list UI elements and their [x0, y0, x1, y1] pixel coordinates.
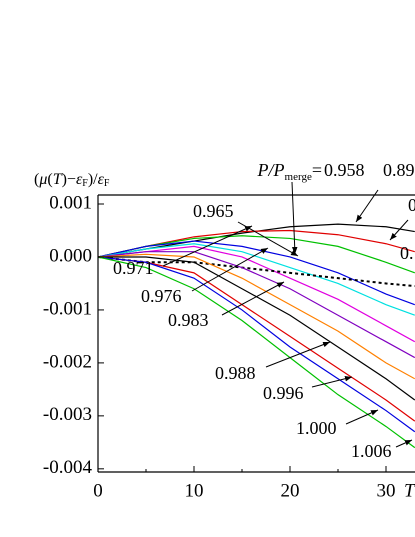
y-tick-label: 0.001 — [49, 192, 92, 213]
series-label: 0.988 — [215, 363, 256, 383]
y-axis-label-part: ε — [76, 171, 83, 188]
series-line — [98, 243, 415, 316]
y-tick-label: -0.003 — [43, 404, 92, 425]
y-axis-label-part: ε — [98, 171, 105, 188]
series-label: 0.976 — [141, 286, 182, 306]
y-axis-label-part: F — [82, 178, 88, 189]
annotation-arrow — [389, 219, 409, 241]
series-label: 1.006 — [351, 441, 392, 461]
annotation-part: = — [312, 160, 322, 180]
series-line — [98, 255, 415, 288]
series-label: 0.971 — [113, 258, 154, 278]
annotation-arrow — [265, 341, 331, 368]
series-label: 0.89 — [383, 160, 415, 180]
series-line — [98, 256, 415, 449]
series-label: 0.983 — [168, 310, 209, 330]
y-axis-label-part: μ — [38, 171, 47, 188]
annotation-arrow — [221, 281, 285, 316]
cropped-label: 0. — [400, 243, 414, 263]
series-label: 1.000 — [296, 418, 337, 438]
annotation-arrow — [311, 375, 353, 388]
y-axis-label-part: )/ — [88, 171, 98, 188]
x-tick-label: 20 — [281, 480, 300, 501]
annotation-arrow — [355, 189, 379, 223]
x-tick-label: 0 — [93, 480, 103, 501]
annotation-arrow — [345, 409, 379, 425]
series-line — [98, 256, 415, 401]
annotation-arrow — [162, 225, 253, 267]
series-label: 0.958 — [324, 160, 365, 180]
y-axis-label: (μ(T)−εF)/εF — [34, 171, 110, 190]
y-tick-label: -0.001 — [43, 298, 92, 319]
series-line — [98, 229, 415, 258]
annotation-arrow — [395, 439, 413, 448]
annotation-part: merge — [285, 171, 312, 183]
annotation-arrow — [191, 247, 269, 292]
y-tick-label: -0.004 — [43, 457, 93, 478]
y-tick-label: 0.000 — [49, 245, 92, 266]
x-axis-label: T — [404, 480, 415, 501]
y-axis-label-part: ( — [34, 171, 39, 188]
annotation-prefix: P/Pmerge= — [257, 160, 322, 182]
annotation-arrow — [291, 181, 298, 255]
series-label: 0.996 — [263, 383, 304, 403]
series-line — [98, 256, 415, 422]
series-line — [98, 251, 415, 359]
x-tick-label: 30 — [377, 480, 396, 501]
y-axis-label-part: ( — [47, 171, 52, 188]
series-line — [98, 256, 415, 433]
y-tick-label: -0.002 — [43, 351, 92, 372]
series-line — [98, 245, 415, 343]
x-tick-label: 10 — [185, 480, 204, 501]
cropped-label: 0 — [408, 195, 415, 215]
y-axis-label-part: T — [53, 171, 63, 188]
series-label: 0.965 — [193, 201, 234, 221]
y-axis-label-part: )− — [62, 171, 76, 188]
y-axis-label-part: F — [104, 178, 110, 189]
annotation-part: P/P — [257, 160, 285, 180]
plot-area — [98, 223, 415, 449]
